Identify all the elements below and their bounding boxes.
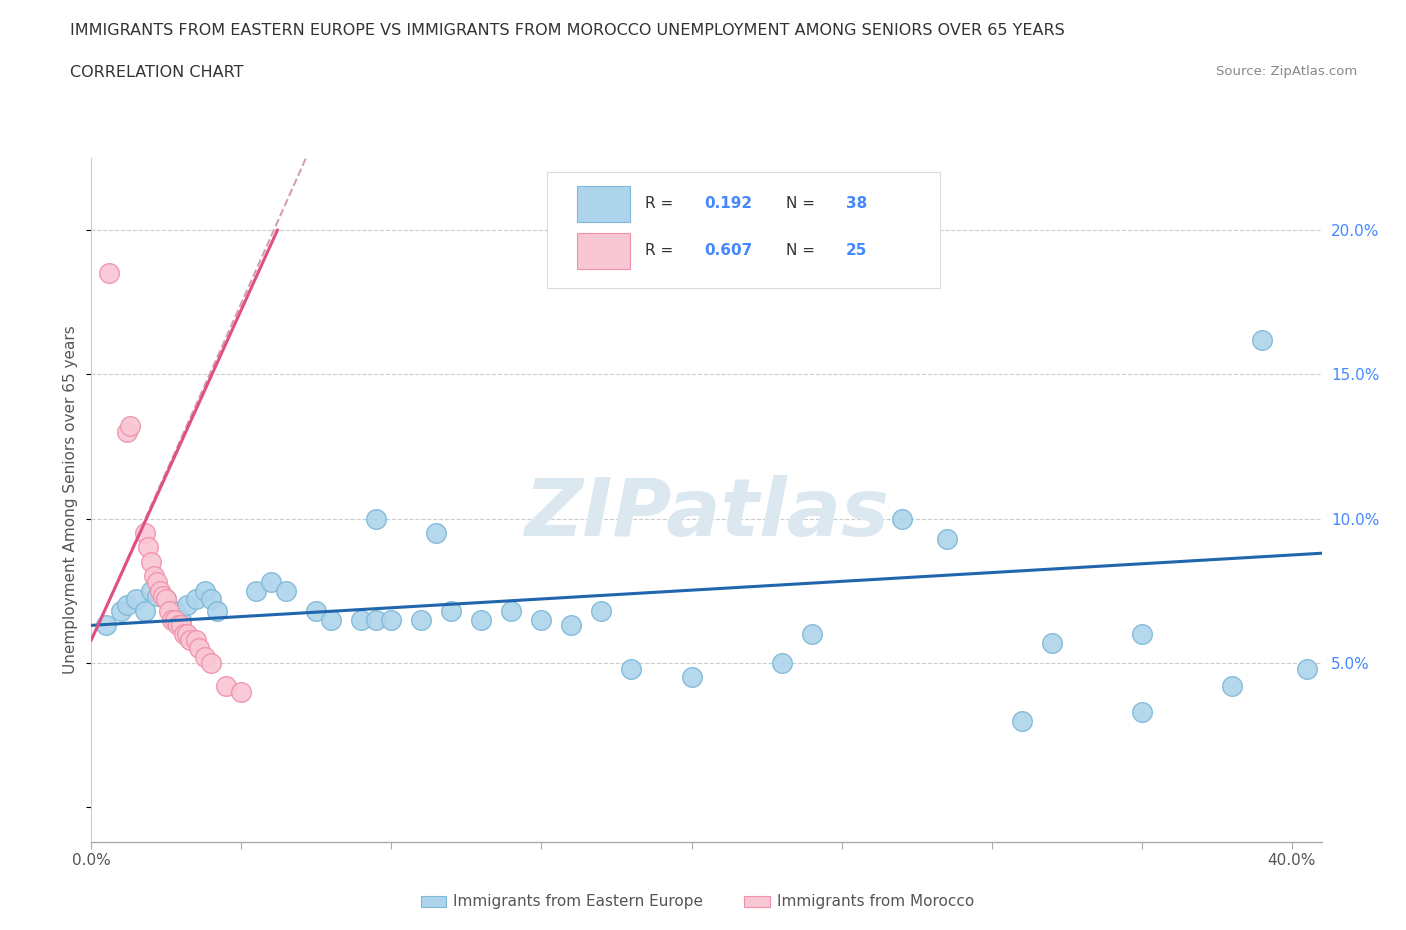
Point (207, 604, 229, 618)
Point (350, 612, 373, 627)
Point (117, 425, 139, 440)
Text: CORRELATION CHART: CORRELATION CHART (70, 65, 243, 80)
Point (155, 591, 177, 606)
Point (411, 612, 433, 627)
Point (530, 612, 553, 627)
Text: R =: R = (645, 196, 678, 211)
Text: Immigrants from Morocco: Immigrants from Morocco (776, 894, 974, 909)
Point (176, 627, 198, 642)
Point (167, 618, 190, 632)
Text: IMMIGRANTS FROM EASTERN EUROPE VS IMMIGRANTS FROM MOROCCO UNEMPLOYMENT AMONG SEN: IMMIGRANTS FROM EASTERN EUROPE VS IMMIGR… (70, 23, 1066, 38)
Point (157, 604, 180, 618)
Point (110, 604, 132, 618)
Point (1295, 661, 1317, 676)
Point (215, 679, 238, 694)
Point (134, 604, 156, 618)
Point (117, 598, 139, 613)
Point (146, 589, 169, 604)
Text: ZIPatlas: ZIPatlas (524, 474, 889, 552)
Point (440, 604, 463, 618)
FancyBboxPatch shape (578, 232, 630, 269)
FancyBboxPatch shape (578, 186, 630, 221)
Point (170, 612, 193, 627)
Point (186, 632, 208, 647)
Point (138, 540, 160, 555)
Y-axis label: Unemployment Among Seniors over 65 years: Unemployment Among Seniors over 65 years (63, 326, 79, 674)
Point (173, 627, 195, 642)
Point (890, 512, 912, 526)
Point (380, 612, 402, 627)
Point (146, 575, 169, 590)
Point (98, 266, 121, 281)
Point (186, 591, 208, 606)
Point (165, 612, 187, 627)
Point (179, 632, 201, 647)
Point (134, 525, 156, 540)
Text: Source: ZipAtlas.com: Source: ZipAtlas.com (1216, 65, 1357, 78)
FancyBboxPatch shape (547, 172, 941, 288)
Point (231, 684, 253, 699)
Text: Immigrants from Eastern Europe: Immigrants from Eastern Europe (453, 894, 703, 909)
Point (165, 604, 187, 618)
Point (366, 512, 388, 526)
Point (194, 650, 217, 665)
Point (149, 583, 172, 598)
Point (681, 670, 703, 684)
Point (176, 598, 198, 613)
Point (1011, 713, 1033, 728)
Point (366, 612, 388, 627)
Point (141, 583, 163, 598)
Point (560, 618, 582, 632)
Point (200, 591, 222, 606)
Point (321, 612, 343, 627)
Text: 38: 38 (845, 196, 866, 211)
Text: N =: N = (786, 244, 820, 259)
Point (245, 583, 267, 598)
Text: 0.192: 0.192 (704, 196, 752, 211)
Point (152, 589, 174, 604)
Point (188, 641, 211, 656)
Point (120, 418, 142, 433)
Point (501, 604, 523, 618)
Point (470, 612, 492, 627)
Point (200, 656, 222, 671)
Point (276, 583, 298, 598)
Point (96, 618, 118, 632)
Point (935, 531, 957, 546)
Point (1220, 679, 1243, 694)
Point (125, 591, 148, 606)
Text: R =: R = (645, 244, 678, 259)
Point (620, 661, 643, 676)
Point (770, 656, 793, 671)
Point (1130, 627, 1153, 642)
Text: N =: N = (786, 196, 820, 211)
Point (162, 612, 184, 627)
Point (1130, 704, 1153, 719)
Point (260, 575, 283, 590)
Text: 25: 25 (845, 244, 868, 259)
Text: 0.607: 0.607 (704, 244, 752, 259)
Point (155, 591, 177, 606)
Point (143, 569, 166, 584)
Point (1250, 332, 1272, 347)
Point (141, 554, 163, 569)
Point (1040, 635, 1063, 650)
Point (591, 604, 613, 618)
Point (194, 583, 217, 598)
Point (305, 604, 328, 618)
Point (170, 618, 193, 632)
Point (425, 525, 447, 540)
Point (800, 627, 823, 642)
